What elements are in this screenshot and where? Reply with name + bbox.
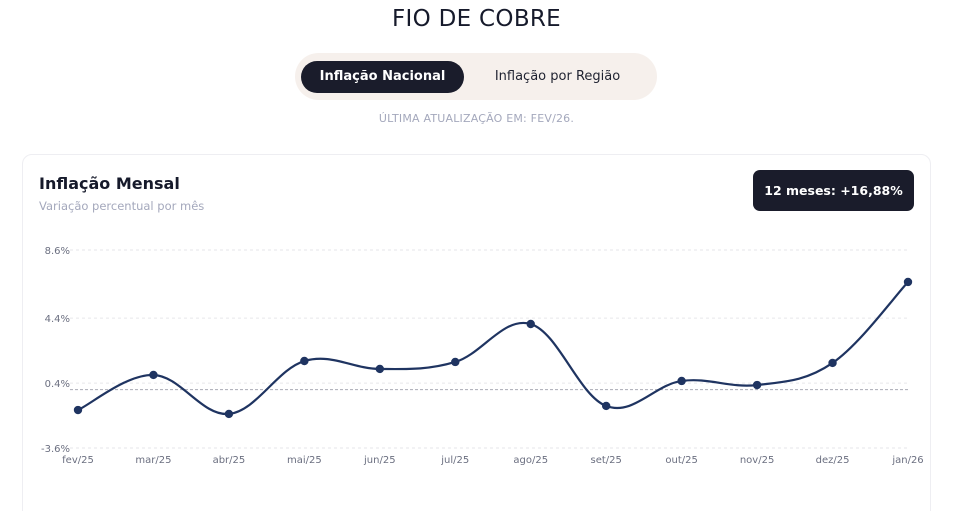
tab-inflacao-por-regiao[interactable]: Inflação por Região	[464, 61, 651, 93]
last-update-text: ÚLTIMA ATUALIZAÇÃO EM: FEV/26.	[378, 112, 575, 125]
inflation-type-toggle: Inflação Nacional Inflação por Região	[295, 53, 657, 100]
monthly-inflation-card: Inflação Mensal Variação percentual por …	[22, 154, 931, 511]
page-title: FIO DE COBRE	[391, 6, 562, 32]
twelve-month-badge: 12 meses: +16,88%	[753, 170, 914, 211]
card-title: Inflação Mensal	[39, 174, 180, 193]
card-subtitle: Variação percentual por mês	[39, 199, 205, 213]
tab-inflacao-nacional[interactable]: Inflação Nacional	[301, 60, 464, 93]
